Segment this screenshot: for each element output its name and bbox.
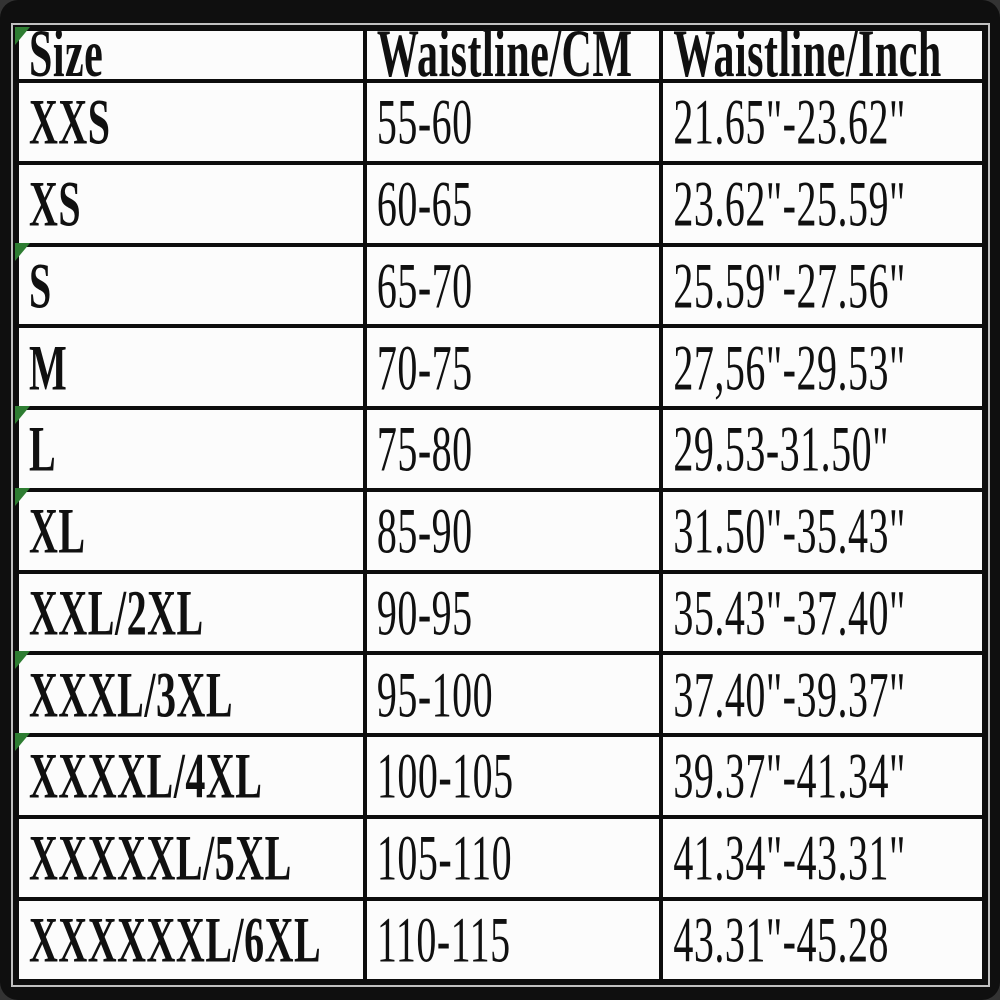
waistline-cm-value: 85-90 xyxy=(376,494,473,568)
table-row: XS 60-65 23.62"-25.59" xyxy=(14,160,987,247)
size-value: XXS xyxy=(29,85,111,159)
waistline-inch-cell: 25.59"-27.56" xyxy=(659,242,987,329)
waistline-cm-value: 55-60 xyxy=(376,85,473,159)
size-cell: XXXXL/4XL xyxy=(14,733,367,819)
waistline-inch-cell: 39.37"-41.34" xyxy=(659,733,987,819)
corner-marker-icon xyxy=(15,487,30,506)
column-header-size-label: Size xyxy=(29,17,104,93)
column-header-waistline-inch-label: Waistline/Inch xyxy=(673,17,942,93)
column-header-waistline-cm-label: Waistline/CM xyxy=(376,17,633,93)
waistline-inch-cell: 23.62"-25.59" xyxy=(659,160,987,247)
waistline-inch-cell: 31.50"-35.43" xyxy=(659,487,987,574)
column-header-waistline-cm: Waistline/CM xyxy=(362,18,664,92)
waistline-inch-value: 31.50"-35.43" xyxy=(673,494,906,568)
waistline-cm-cell: 95-100 xyxy=(362,651,664,737)
waistline-cm-cell: 90-95 xyxy=(362,569,664,656)
table-row: XXS 55-60 21.65"-23.62" xyxy=(14,79,987,165)
waistline-inch-value: 39.37"-41.34" xyxy=(673,739,906,813)
size-cell: XXS xyxy=(14,79,367,165)
size-cell: M xyxy=(14,324,367,410)
waistline-inch-value: 29.53-31.50" xyxy=(673,412,889,486)
waistline-cm-value: 65-70 xyxy=(376,248,473,322)
header-row: Size Waistline/CM Waistline/Inch xyxy=(14,18,987,92)
size-cell: XXXXXL/5XL xyxy=(14,814,367,901)
corner-marker-icon xyxy=(15,406,30,424)
waistline-cm-value: 60-65 xyxy=(376,167,473,241)
table-row: XXXXXL/5XL 105-110 41.34"-43.31" xyxy=(14,814,987,901)
waistline-inch-value: 35.43"-37.40" xyxy=(673,575,906,649)
waistline-cm-value: 105-110 xyxy=(376,821,513,895)
table-row: XXXXXXL/6XL 110-115 43.31"-45.28 xyxy=(14,896,987,984)
size-value: XS xyxy=(29,167,82,241)
size-value: XXL/2XL xyxy=(29,575,204,649)
waistline-cm-cell: 65-70 xyxy=(362,242,664,329)
waistline-inch-cell: 27,56"-29.53" xyxy=(659,324,987,410)
table-row: XL 85-90 31.50"-35.43" xyxy=(14,487,987,574)
size-cell: S xyxy=(14,242,367,329)
waistline-inch-cell: 43.31"-45.28 xyxy=(659,896,987,984)
waistline-cm-value: 110-115 xyxy=(376,903,511,977)
size-cell: L xyxy=(14,406,367,492)
corner-marker-icon xyxy=(15,733,30,751)
size-value: M xyxy=(29,330,68,404)
table-row: XXL/2XL 90-95 35.43"-37.40" xyxy=(14,569,987,656)
waistline-cm-cell: 55-60 xyxy=(362,79,664,165)
waistline-inch-value: 37.40"-39.37" xyxy=(673,657,906,731)
size-value: XL xyxy=(29,494,86,568)
column-header-waistline-inch: Waistline/Inch xyxy=(659,18,987,92)
size-value: XXXXXL/5XL xyxy=(29,821,292,895)
waistline-inch-value: 27,56"-29.53" xyxy=(673,330,906,404)
waistline-inch-cell: 35.43"-37.40" xyxy=(659,569,987,656)
waistline-inch-value: 41.34"-43.31" xyxy=(673,821,906,895)
waistline-cm-value: 100-105 xyxy=(376,739,514,813)
waistline-cm-value: 95-100 xyxy=(376,657,494,731)
table-row: XXXXL/4XL 100-105 39.37"-41.34" xyxy=(14,733,987,819)
waistline-cm-cell: 110-115 xyxy=(362,896,664,984)
table-row: M 70-75 27,56"-29.53" xyxy=(14,324,987,410)
waistline-inch-value: 25.59"-27.56" xyxy=(673,248,906,322)
size-value: S xyxy=(29,248,52,322)
size-cell: XL xyxy=(14,487,367,574)
table-row: S 65-70 25.59"-27.56" xyxy=(14,242,987,329)
waistline-cm-value: 70-75 xyxy=(376,330,473,404)
table-row: XXXL/3XL 95-100 37.40"-39.37" xyxy=(14,651,987,737)
waistline-inch-cell: 41.34"-43.31" xyxy=(659,814,987,901)
waistline-cm-cell: 105-110 xyxy=(362,814,664,901)
waistline-inch-cell: 37.40"-39.37" xyxy=(659,651,987,737)
waistline-cm-value: 75-80 xyxy=(376,412,473,486)
size-value: XXXXXXL/6XL xyxy=(29,903,322,977)
size-value: XXXL/3XL xyxy=(29,657,234,731)
size-cell: XXL/2XL xyxy=(14,569,367,656)
waistline-inch-value: 23.62"-25.59" xyxy=(673,167,906,241)
waistline-cm-cell: 75-80 xyxy=(362,406,664,492)
size-value: L xyxy=(29,412,57,486)
column-header-size: Size xyxy=(14,18,367,92)
corner-marker-icon xyxy=(15,651,30,670)
waistline-inch-cell: 21.65"-23.62" xyxy=(659,79,987,165)
waistline-inch-cell: 29.53-31.50" xyxy=(659,406,987,492)
corner-marker-icon xyxy=(15,27,30,45)
size-cell: XS xyxy=(14,160,367,247)
waistline-cm-cell: 70-75 xyxy=(362,324,664,410)
corner-marker-icon xyxy=(15,242,30,261)
size-chart-table: Size Waistline/CM Waistline/Inch XXS 55-… xyxy=(13,18,988,985)
table-row: L 75-80 29.53-31.50" xyxy=(14,406,987,492)
size-cell: XXXXXXL/6XL xyxy=(14,896,367,984)
waistline-cm-value: 90-95 xyxy=(376,575,473,649)
size-value: XXXXL/4XL xyxy=(29,739,263,813)
waistline-cm-cell: 100-105 xyxy=(362,733,664,819)
waistline-inch-value: 21.65"-23.62" xyxy=(673,85,906,159)
waistline-inch-value: 43.31"-45.28 xyxy=(673,903,889,977)
waistline-cm-cell: 60-65 xyxy=(362,160,664,247)
size-cell: XXXL/3XL xyxy=(14,651,367,737)
waistline-cm-cell: 85-90 xyxy=(362,487,664,574)
